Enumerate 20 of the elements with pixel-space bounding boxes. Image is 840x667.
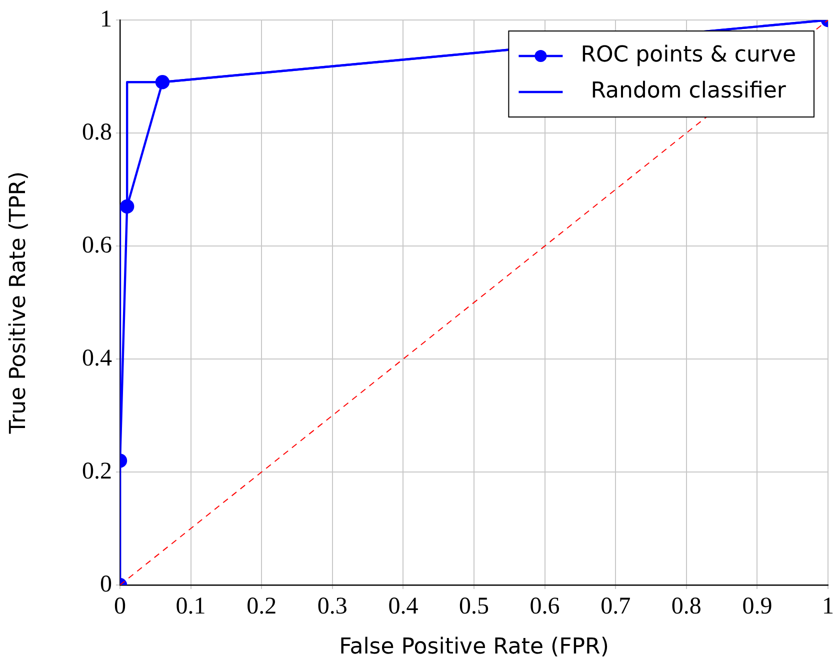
x-tick-label: 0.8 [671,594,702,620]
y-tick-label: 0.8 [82,119,112,146]
x-tick-label: 1 [822,594,834,620]
x-tick-label: 0.3 [317,594,348,620]
x-tick-label: 0.6 [530,594,560,620]
y-tick-label: 0.4 [82,345,112,372]
y-tick-label: 1 [100,6,112,32]
x-axis-title: False Positive Rate (FPR) [339,634,609,660]
y-tick-label: 0.2 [82,458,112,484]
y-tick-label: 0.6 [82,232,112,258]
x-tick-label: 0.5 [459,594,489,620]
y-axis-title: True Positive Rate (TPR) [6,171,31,435]
y-tick-label: 0 [100,571,112,598]
legend-label: ROC points & curve [580,42,796,68]
x-tick-label: 0.7 [600,594,631,620]
x-tick-label: 0.1 [176,594,206,620]
legend-label: Random classifier [590,78,787,104]
x-tick-label: 0.9 [742,594,772,620]
x-tick-label: 0.4 [388,594,418,620]
x-tick-label: 0.2 [246,594,277,620]
